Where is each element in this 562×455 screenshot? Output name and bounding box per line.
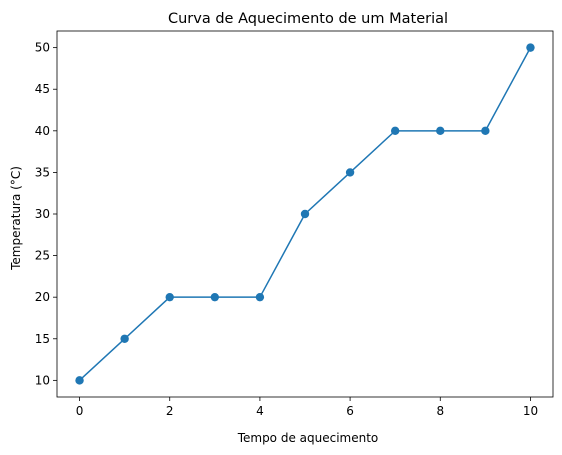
x-tick-label: 6 (346, 404, 354, 418)
x-tick-label: 2 (166, 404, 174, 418)
x-axis: 0 2 4 6 8 10 (76, 397, 538, 418)
y-tick-label: 30 (35, 207, 50, 221)
data-point (436, 126, 445, 136)
data-point (345, 168, 355, 177)
data-point (210, 292, 220, 302)
y-tick-label: 25 (35, 249, 50, 263)
y-tick-label: 20 (35, 290, 50, 304)
y-tick-label: 10 (35, 373, 50, 387)
data-point (390, 126, 400, 136)
x-tick-label: 10 (523, 404, 538, 418)
y-axis: 10 15 20 25 30 35 40 45 50 (35, 41, 57, 387)
x-tick-label: 4 (256, 404, 264, 418)
y-tick-label: 35 (35, 165, 50, 179)
plot-area (56, 30, 554, 398)
y-tick-label: 40 (35, 124, 50, 138)
y-tick-label: 15 (35, 332, 50, 346)
y-tick-label: 45 (35, 82, 50, 96)
data-point (75, 376, 84, 385)
chart-title: Curva de Aquecimento de um Material (168, 11, 448, 27)
data-point (300, 209, 310, 219)
x-axis-label: Tempo de aquecimento (237, 431, 379, 445)
data-point (165, 292, 174, 302)
data-point (481, 126, 490, 136)
y-tick-label: 50 (35, 41, 50, 55)
x-tick-label: 0 (76, 404, 84, 418)
data-point (255, 292, 265, 302)
x-tick-label: 8 (436, 404, 444, 418)
y-axis-label: Temperatura (°C) (9, 166, 23, 271)
data-point (120, 334, 129, 343)
data-point (526, 43, 535, 52)
